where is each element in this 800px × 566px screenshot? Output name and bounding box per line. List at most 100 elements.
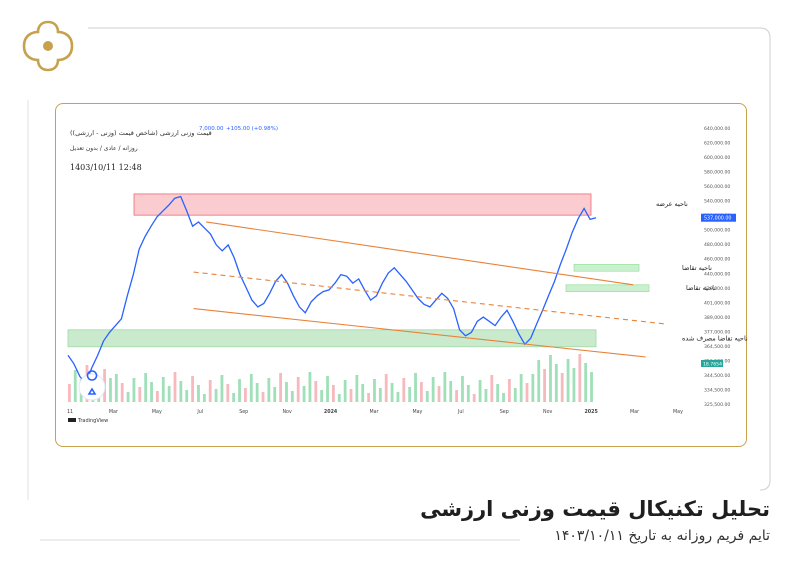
channel-middle <box>193 271 665 325</box>
demand-zone-2-label: ناحیه تقاضا <box>686 284 716 292</box>
x-tick-label: Sep <box>500 409 509 415</box>
volume-bar <box>220 375 224 402</box>
volume-bar <box>120 383 124 402</box>
volume-bar <box>138 387 142 402</box>
y-tick-label: 334,500.00 <box>704 387 730 393</box>
y-tick-label: 580,000.00 <box>704 170 730 176</box>
volume-bar <box>290 391 294 402</box>
chart-last-value: 7,000.00 <box>199 126 224 132</box>
chart-symbol-title: قیمت وزنی ارزشی (شاخص قیمت (وزنی - ارزشی… <box>70 129 212 137</box>
chart-change: +105.00 (+0.98%) <box>226 126 278 132</box>
volume-bar <box>249 374 253 402</box>
volume-bar <box>431 377 435 402</box>
quatrefoil-logo-icon <box>22 20 74 72</box>
y-tick-label: 480,000.00 <box>704 242 730 248</box>
volume-bar <box>349 389 353 402</box>
supply-zone <box>133 193 592 216</box>
x-tick-label: May <box>412 409 422 415</box>
volume-bar <box>443 372 447 402</box>
volume-bar <box>326 376 329 402</box>
volume-bar <box>519 374 523 402</box>
volume-bar <box>167 386 171 402</box>
y-tick-label: 560,000.00 <box>704 184 730 190</box>
channel-upper <box>206 221 634 286</box>
volume-bar <box>578 354 582 402</box>
volume-bar <box>255 383 259 402</box>
y-tick-label: 620,000.00 <box>704 141 730 147</box>
x-tick-label: 11 <box>67 409 73 415</box>
price-chart[interactable]: ناحیه عرضه ناحیه تقاضا ناحیه تقاضا ناحیه تق… <box>56 104 748 448</box>
volume-bar <box>114 374 118 402</box>
chart-timeframe: روزانه / عادی / بدون تعدیل <box>70 145 138 152</box>
volume-bar <box>109 378 112 402</box>
volume-bar <box>285 382 288 402</box>
volume-bar <box>414 373 417 402</box>
volume-bar <box>68 384 71 402</box>
volume-bar <box>508 379 511 402</box>
volume-bar <box>73 370 77 402</box>
x-tick-label: Mar <box>630 409 639 415</box>
y-tick-label: 325,500.00 <box>704 402 730 408</box>
volume-bar <box>332 385 335 402</box>
volume-bar <box>560 373 564 402</box>
demand-zone-1 <box>573 264 640 272</box>
volume-bar <box>590 372 593 402</box>
volume-bar <box>496 384 500 402</box>
volume-bar <box>261 392 265 402</box>
volume-bar <box>161 377 165 402</box>
volume-bar <box>449 381 453 402</box>
volume-bar <box>455 390 458 402</box>
volume-bar <box>132 378 136 402</box>
volume-bar <box>238 379 241 402</box>
volume-bar <box>408 387 412 402</box>
volume-bar <box>144 373 148 402</box>
volume-bar <box>566 359 570 402</box>
volume-bar <box>478 380 482 402</box>
volume-bar <box>202 394 206 402</box>
y-tick-label: 344,500.00 <box>704 373 730 379</box>
volume-label: 18.7654 <box>703 362 722 368</box>
volume-bar <box>367 393 370 402</box>
volume-bar <box>314 381 318 402</box>
volume-bar <box>302 386 306 402</box>
volume-bar <box>472 394 476 402</box>
page-subtitle: تایم فریم روزانه به تاریخ ۱۴۰۳/۱۰/۱۱ <box>554 528 770 544</box>
pin-marker-icon[interactable] <box>78 370 106 401</box>
volume-bar <box>197 385 200 402</box>
x-tick-label: 2024 <box>324 409 338 415</box>
page-title: تحلیل تکنیکال قیمت وزنی ارزشی <box>420 497 770 521</box>
y-tick-label: 401,000.00 <box>704 300 730 306</box>
volume-bar <box>543 369 546 402</box>
volume-bar <box>390 383 394 402</box>
supply-zone-label: ناحیه عرضه <box>656 200 688 208</box>
volume-bar <box>513 388 517 402</box>
volume-bar <box>437 386 441 402</box>
tradingview-logo-icon: TradingView <box>68 418 108 424</box>
x-tick-label: Nov <box>543 409 553 415</box>
volume-bar <box>572 368 576 402</box>
volume-bar <box>214 389 218 402</box>
x-tick-label: Nov <box>282 409 292 415</box>
volume-bar <box>402 378 406 402</box>
volume-bar <box>173 372 177 402</box>
y-tick-label: 440,000.00 <box>704 271 730 277</box>
channel-lower <box>193 308 646 358</box>
consumed-demand-zone-label: ناحیه تقاضا مصرف شده <box>682 334 748 342</box>
volume-bar <box>208 380 212 402</box>
chart-datetime: 1403/10/11 12:48 <box>70 163 142 172</box>
volume-bar <box>185 390 189 402</box>
volume-bar <box>396 392 400 402</box>
volume-bar <box>244 388 247 402</box>
volume-bar <box>373 379 376 402</box>
last-price-tag <box>701 213 736 222</box>
volume-bar <box>378 388 382 402</box>
consumed-demand-zone <box>67 329 597 348</box>
volume-bar <box>226 384 230 402</box>
y-tick-label: 640,000.00 <box>704 126 730 132</box>
volume-tag <box>701 360 723 367</box>
x-tick-label: Mar <box>109 409 118 415</box>
volume-bar <box>502 393 505 402</box>
volume-bar <box>490 375 494 402</box>
last-price-label: 537,000.00 <box>704 216 731 222</box>
